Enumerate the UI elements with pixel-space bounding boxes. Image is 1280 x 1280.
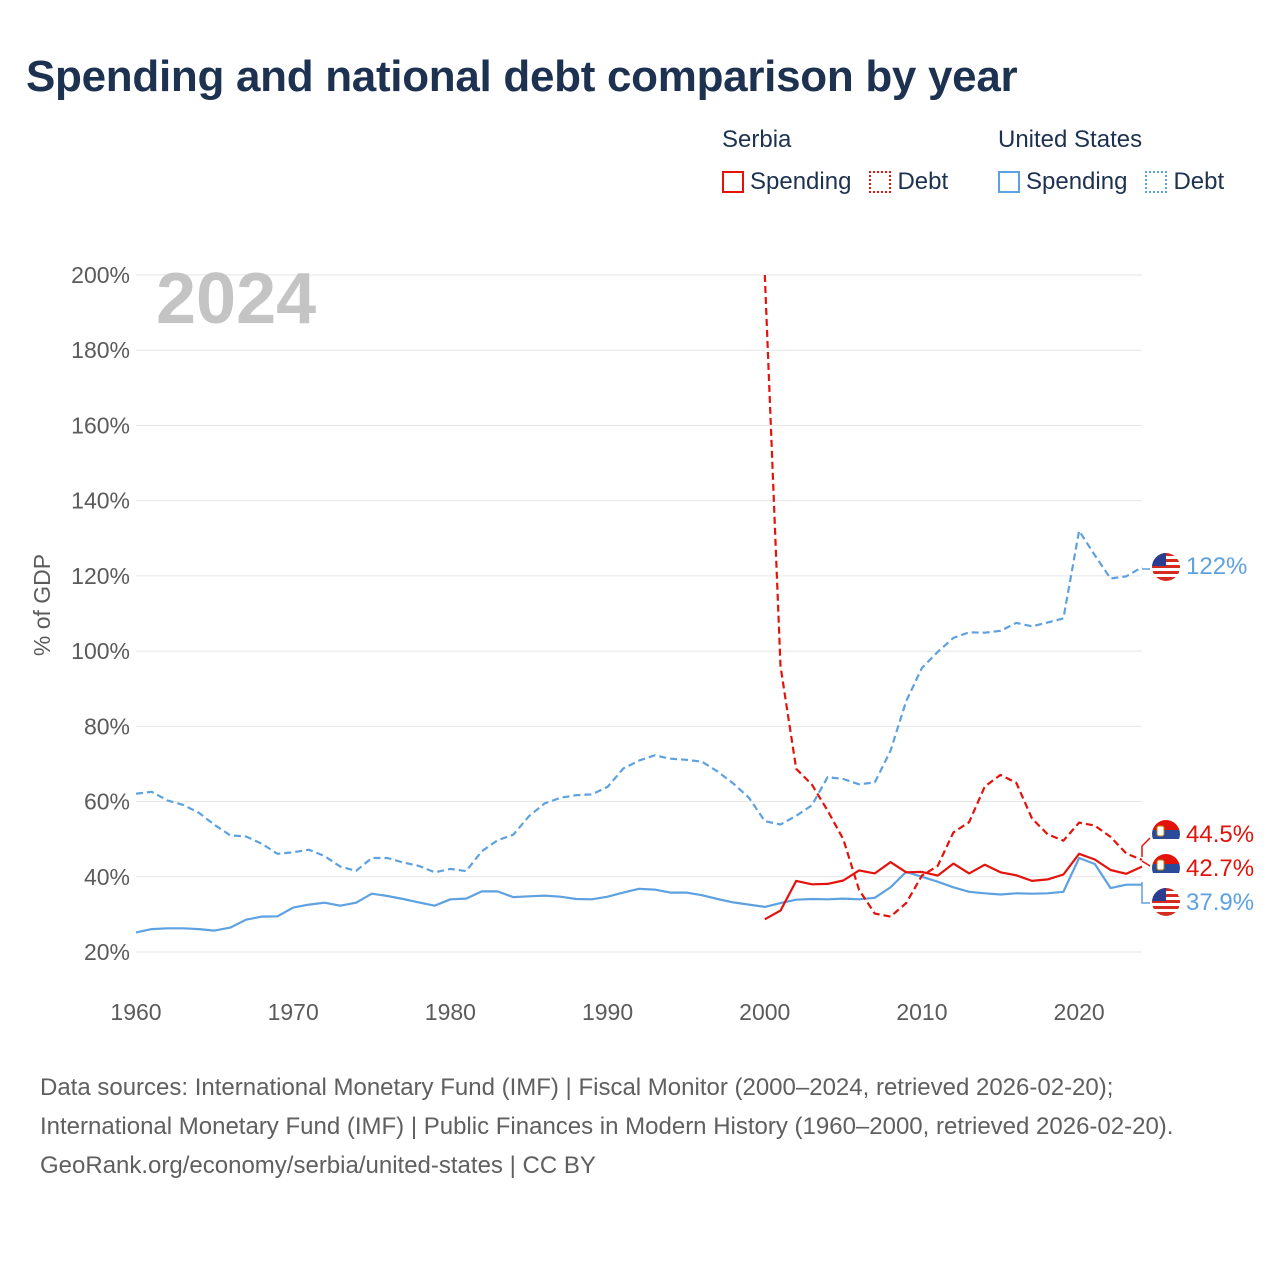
series-line-united-states-debt[interactable] — [135, 529, 1143, 874]
end-label-connector — [1141, 882, 1150, 904]
legend-swatch-dotted — [1145, 171, 1168, 193]
y-tick-label: 160% — [71, 412, 130, 438]
legend-item-serbia-spending[interactable]: Spending — [722, 168, 851, 196]
y-tick-label: 80% — [84, 713, 130, 739]
y-tick-label: 40% — [84, 864, 130, 890]
end-label-us-debt: 122% — [1186, 553, 1247, 580]
x-tick-label: 2010 — [896, 999, 947, 1025]
legend-country-name: Serbia — [722, 126, 792, 153]
serbia-flag-icon — [1152, 854, 1180, 882]
legend-group-united-states: United States Spending Debt — [998, 126, 1224, 196]
series-line-serbia-debt[interactable] — [763, 274, 1143, 918]
data-sources-text: Data sources: International Monetary Fun… — [40, 1074, 1174, 1140]
x-tick-label: 1990 — [582, 999, 633, 1025]
end-label-connector — [1141, 860, 1151, 867]
y-axis-label: % of GDP — [29, 554, 55, 656]
axis-layer: 20% 40% 60% 80% 100% 120% 140% 160% 180% 200% 1960… — [71, 262, 1105, 1025]
legend-swatch-dotted — [869, 171, 892, 193]
x-tick-label: 2020 — [1054, 999, 1105, 1025]
legend-label: Spending — [1026, 168, 1128, 195]
grid-layer — [136, 274, 1142, 953]
us-flag-icon — [1152, 888, 1180, 916]
legend-country-name: United States — [998, 126, 1143, 153]
legend-item-us-spending[interactable]: Spending — [998, 168, 1127, 196]
us-flag-icon — [1152, 553, 1180, 581]
legend-group-serbia: Serbia Spending Debt — [722, 126, 948, 196]
legend-label: Debt — [897, 168, 949, 195]
series-layer — [135, 274, 1143, 934]
x-tick-label: 1980 — [425, 999, 476, 1025]
line-chart: 20% 40% 60% 80% 100% 120% 140% 160% 180% 200% 1960… — [29, 259, 1254, 1025]
series-line-serbia-spending[interactable] — [764, 852, 1143, 921]
y-tick-label: 180% — [71, 337, 130, 363]
legend-swatch-solid — [722, 171, 744, 193]
y-tick-label: 200% — [71, 262, 130, 288]
end-label-us-spending: 37.9% — [1186, 889, 1254, 916]
x-tick-label: 1970 — [268, 999, 319, 1025]
chart-footer: Data sources: International Monetary Fun… — [40, 1068, 1240, 1185]
legend-item-serbia-debt[interactable]: Debt — [869, 168, 948, 196]
x-tick-label: 1960 — [110, 999, 161, 1025]
legend-label: Spending — [750, 168, 852, 195]
y-tick-label: 100% — [71, 638, 130, 664]
y-tick-label: 60% — [84, 789, 130, 815]
y-tick-label: 120% — [71, 563, 130, 589]
end-label-connector — [1141, 837, 1151, 857]
end-label-serbia-spending: 42.7% — [1186, 855, 1254, 882]
year-watermark: 2024 — [156, 259, 316, 339]
legend-label: Debt — [1173, 168, 1225, 195]
y-tick-label: 20% — [84, 939, 130, 965]
serbia-flag-icon — [1152, 820, 1180, 848]
x-tick-label: 2000 — [739, 999, 790, 1025]
end-label-serbia-debt: 44.5% — [1186, 821, 1254, 848]
legend-item-us-debt[interactable]: Debt — [1145, 168, 1224, 196]
chart-title: Spending and national debt comparison by… — [26, 52, 1018, 101]
credit-link[interactable]: GeoRank.org/economy/serbia/united-states… — [40, 1152, 596, 1179]
legend-swatch-solid — [998, 171, 1020, 193]
y-tick-label: 140% — [71, 488, 130, 514]
series-line-united-states-spending[interactable] — [135, 856, 1142, 934]
